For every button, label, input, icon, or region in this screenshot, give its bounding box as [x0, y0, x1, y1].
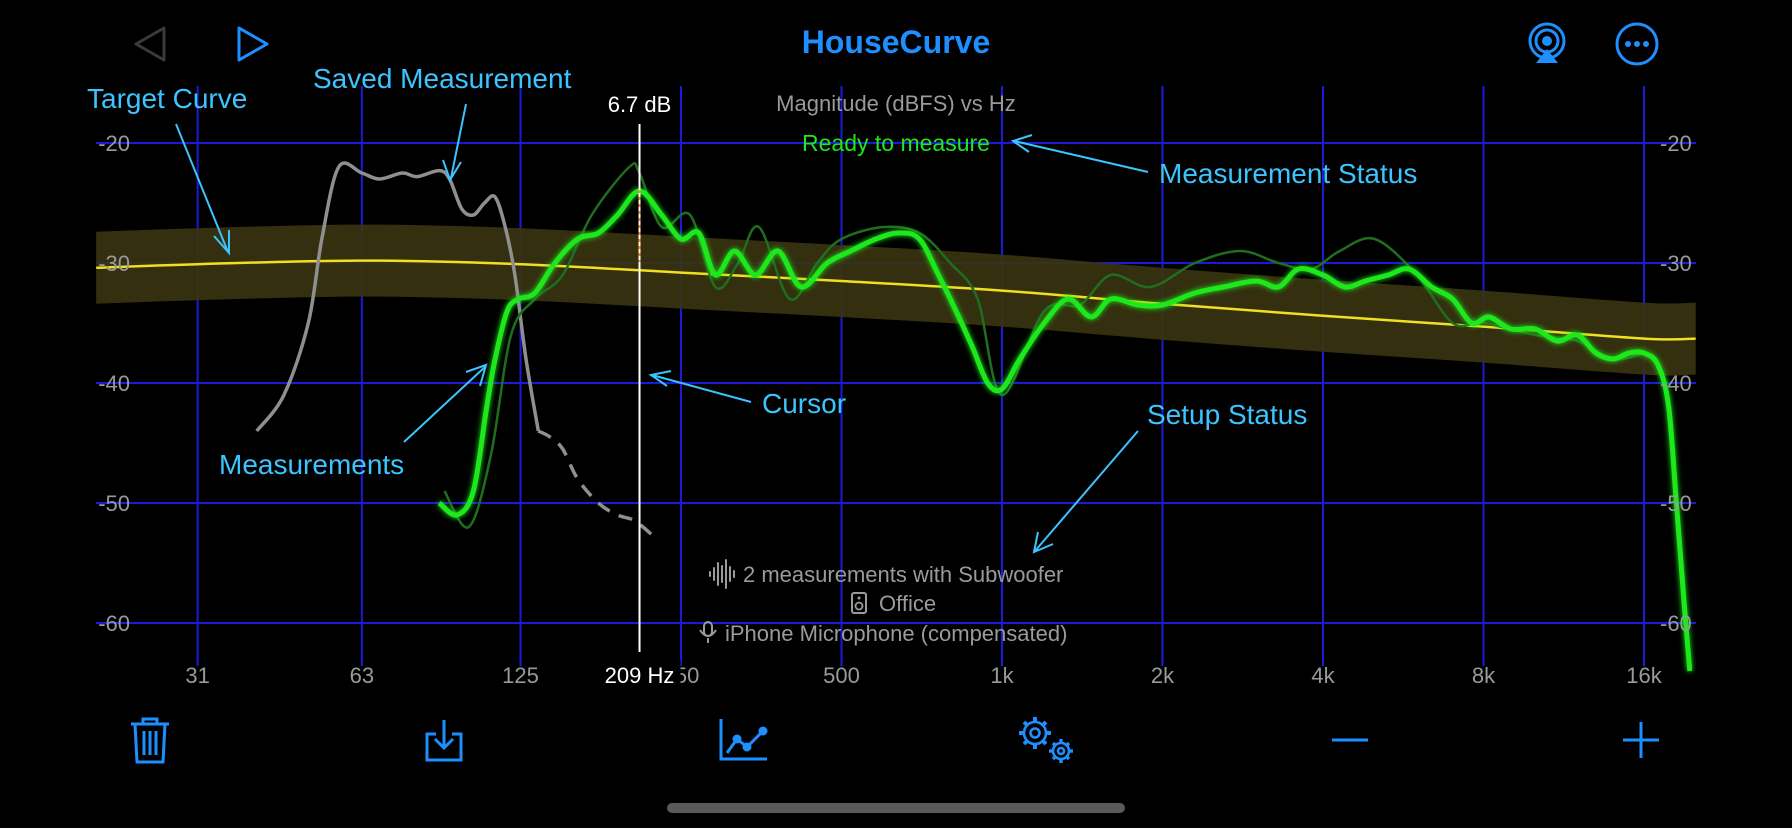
back-button[interactable] [122, 16, 178, 72]
arrow-measurements [403, 365, 487, 443]
arrowhead-measurements [465, 363, 488, 387]
chart-icon [719, 719, 768, 761]
cursor-frequency-label: 209 Hz [605, 663, 675, 688]
setup-measurements-text: 2 measurements with Subwoofer [743, 562, 1063, 587]
arrow-setup-status [1034, 430, 1139, 552]
speaker-icon [851, 592, 867, 614]
setup-status: 2 measurements with Subwoofer Office iPh… [699, 559, 1067, 646]
x-tick-label: 8k [1472, 663, 1496, 688]
y-tick-label-right: -30 [1660, 251, 1692, 276]
series-layer [96, 161, 1696, 672]
target-curve-line [96, 259, 1696, 341]
y-tick-label-right: -40 [1660, 371, 1692, 396]
y-tick-label-left: -20 [98, 131, 130, 156]
setup-room-text: Office [879, 591, 936, 616]
plot-grid [96, 86, 1696, 666]
annotation-cursor: Cursor [762, 388, 846, 419]
measurement-line [437, 188, 1693, 672]
play-button[interactable] [225, 16, 281, 72]
arrowhead-target-curve [213, 230, 230, 256]
arrow-saved-measurement [450, 103, 467, 179]
chart-button[interactable] [711, 708, 775, 772]
setup-microphone-text: iPhone Microphone (compensated) [725, 621, 1067, 646]
x-tick-label: 16k [1626, 663, 1662, 688]
export-icon [425, 720, 463, 762]
app-title: HouseCurve [801, 24, 991, 60]
cursor[interactable]: 6.7 dB 209 Hz [598, 92, 681, 690]
x-tick-label: 31 [185, 663, 209, 688]
arrowhead-setup-status [1032, 531, 1054, 554]
y-tick-label-left: -30 [98, 251, 130, 276]
plus-icon [1623, 722, 1659, 758]
cursor-value-label: 6.7 dB [608, 92, 672, 117]
x-tick-label: 125 [502, 663, 539, 688]
microphone-icon [699, 621, 717, 643]
plot-title: Magnitude (dBFS) vs Hz [776, 91, 1016, 116]
annotation-setup-status: Setup Status [1147, 399, 1307, 430]
annotation-target-curve: Target Curve [87, 83, 247, 114]
x-tick-label: 2k [1151, 663, 1175, 688]
triangle-left-icon [134, 26, 166, 62]
home-indicator [667, 803, 1125, 813]
airplay-icon [1528, 22, 1566, 63]
y-tick-label-left: -60 [98, 611, 130, 636]
annotation-saved-measurement: Saved Measurement [313, 63, 572, 94]
y-tick-label-left: -40 [98, 371, 130, 396]
x-tick-label: 4k [1311, 663, 1335, 688]
settings-button[interactable] [1015, 708, 1079, 772]
y-tick-label-right: -60 [1660, 611, 1692, 636]
annotation-measurement-status: Measurement Status [1159, 158, 1417, 189]
x-tick-label: 1k [990, 663, 1014, 688]
arrow-measurement-status [1013, 140, 1149, 173]
y-tick-label-right: -50 [1660, 491, 1692, 516]
airplay-button[interactable] [1519, 16, 1575, 72]
measurement-status: Ready to measure [802, 130, 990, 156]
saved-measurement-dashed-line [537, 429, 658, 541]
ellipsis-circle-icon [1615, 22, 1659, 66]
x-tick-label: 63 [350, 663, 374, 688]
arrowhead-cursor [648, 370, 672, 387]
x-tick-label: 500 [823, 663, 860, 688]
export-button[interactable] [412, 708, 476, 772]
arrow-target-curve [175, 123, 229, 253]
waveform-icon [709, 559, 735, 589]
arrowhead-saved-measurement [442, 159, 462, 183]
trash-icon [131, 717, 169, 764]
play-icon [237, 26, 269, 62]
delete-button[interactable] [118, 708, 182, 772]
y-tick-label-left: -50 [98, 491, 130, 516]
zoom-out-button[interactable] [1318, 708, 1382, 772]
minus-icon [1332, 738, 1368, 742]
zoom-in-button[interactable] [1609, 708, 1673, 772]
saved-measurement-line [255, 161, 541, 433]
arrowhead-measurement-status [1010, 134, 1033, 153]
measurement-faint-line [443, 161, 1645, 529]
annotation-measurements: Measurements [219, 449, 404, 480]
annotation-arrows [175, 103, 1149, 554]
y-tick-label-right: -20 [1660, 131, 1692, 156]
settings-icon [1019, 717, 1073, 763]
more-button[interactable] [1609, 16, 1665, 72]
annotations: Target Curve Saved Measurement Measureme… [87, 63, 1417, 480]
arrow-cursor [651, 374, 752, 403]
